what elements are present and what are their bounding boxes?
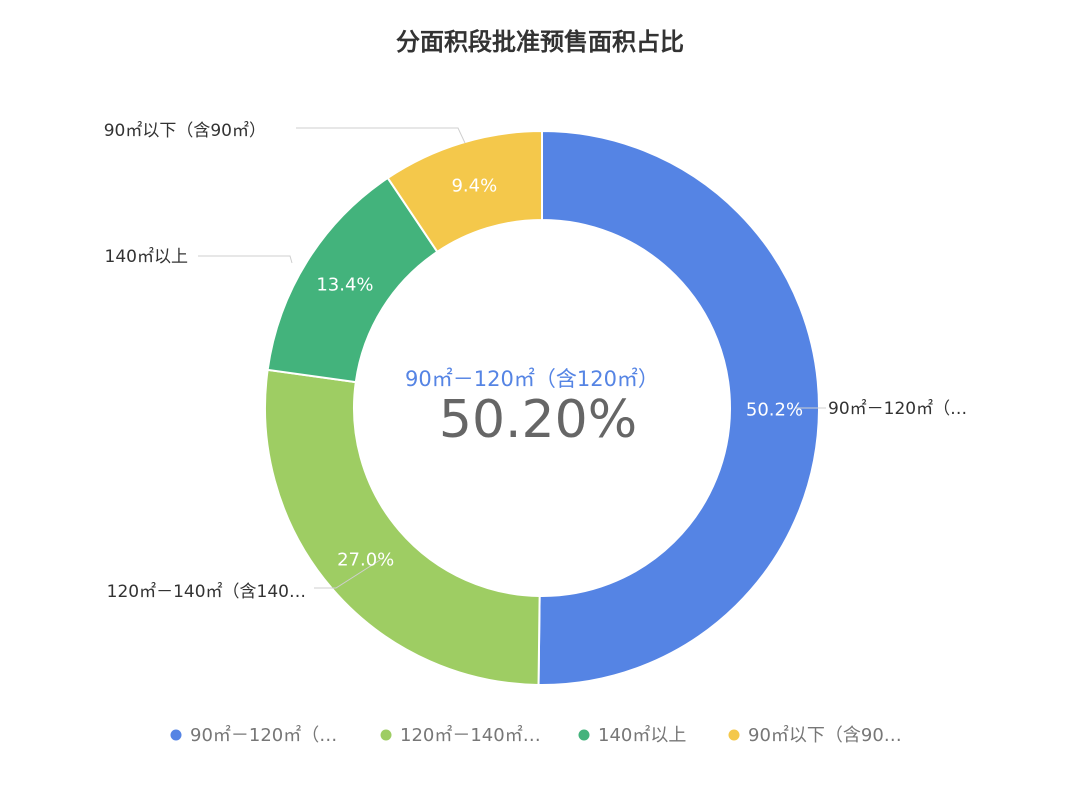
legend-marker [728,729,740,741]
slice-name-label: 90㎡以下（含90㎡） [104,121,266,141]
slice-value-label: 27.0% [337,550,394,571]
legend-label: 140㎡以上 [598,724,686,746]
legend: 90㎡－120㎡（… 120㎡－140㎡… 140㎡以上 90㎡以下（含90… [170,724,902,746]
slice-labels: 50.2% 90㎡－120㎡（… 27.0% 120㎡－140㎡（含140… 13.4%… [104,121,967,602]
legend-marker [380,729,392,741]
legend-item[interactable]: 90㎡以下（含90… [728,724,902,746]
legend-marker [170,729,182,741]
leader-lines [198,127,826,589]
legend-label: 90㎡以下（含90… [748,724,902,746]
slice-name-label: 90㎡－120㎡（… [828,399,967,419]
slice-value-label: 50.2% [746,399,803,420]
donut-slices [264,129,820,686]
slice-value-label: 13.4% [316,275,373,296]
slice-name-label: 140㎡以上 [105,247,188,267]
chart-title: 分面积段批准预售面积占比 [396,28,684,56]
legend-label: 90㎡－120㎡（… [190,724,337,746]
slice-name-label: 120㎡－140㎡（含140… [107,582,306,602]
legend-item[interactable]: 90㎡－120㎡（… [170,724,338,746]
slice-value-label: 9.4% [451,176,497,197]
leader-line [314,559,381,589]
center-value: 50.20% [439,390,637,450]
legend-item[interactable]: 140㎡以上 [578,724,687,746]
legend-marker [578,729,590,741]
legend-label: 120㎡－140㎡… [400,724,541,746]
leader-line [198,255,293,264]
slice-1[interactable] [537,129,820,686]
legend-item[interactable]: 120㎡－140㎡… [380,724,541,746]
slice-2[interactable] [264,368,541,686]
center-series-name: 90㎡－120㎡（含120㎡） [405,367,659,391]
leader-line [296,127,466,144]
slice-4[interactable] [386,129,543,254]
